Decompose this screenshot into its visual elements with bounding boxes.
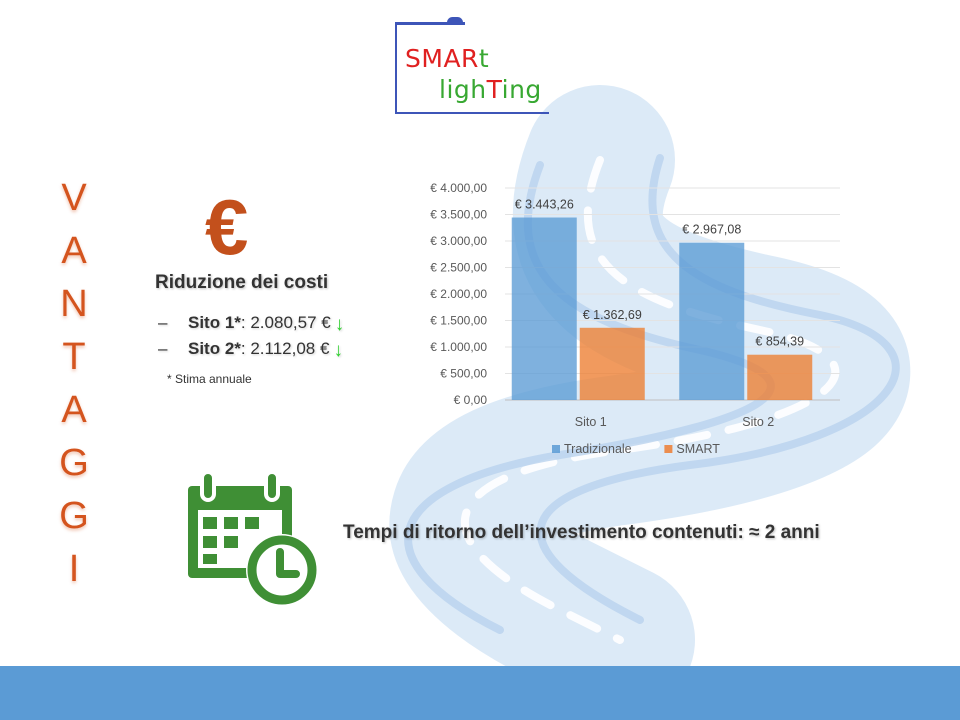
title-letter: V bbox=[61, 177, 87, 219]
down-arrow-icon: ↓ bbox=[334, 314, 345, 335]
vertical-title: V A N T A G G I bbox=[52, 172, 96, 596]
site-1-saving: – Sito 1*: 2.080,57 € ↓ bbox=[158, 313, 344, 336]
logo-text-t: t bbox=[478, 44, 490, 73]
y-tick-label: € 0,00 bbox=[454, 393, 488, 407]
y-tick-label: € 2.500,00 bbox=[430, 261, 487, 275]
cost-comparison-chart: € 0,00 € 500,00 € 1.000,00 € 1.500,00 € 2.00… bbox=[430, 181, 840, 456]
logo-text-T: T bbox=[486, 75, 502, 104]
logo-frame bbox=[395, 24, 549, 114]
y-tick-label: € 2.000,00 bbox=[430, 287, 487, 301]
logo-frame-top bbox=[395, 22, 465, 25]
x-tick-label: Sito 2 bbox=[742, 415, 774, 429]
x-tick-label: Sito 1 bbox=[575, 415, 607, 429]
data-label: € 2.967,08 bbox=[682, 223, 741, 237]
euro-icon: € bbox=[205, 183, 249, 271]
data-label: € 854,39 bbox=[755, 335, 804, 349]
legend-swatch-smart bbox=[664, 445, 673, 453]
logo-text-smar: SMAR bbox=[405, 44, 479, 73]
annual-estimate-note: * Stima annuale bbox=[167, 372, 252, 386]
calendar-clock-icon bbox=[188, 470, 318, 606]
site-label: Sito 2* bbox=[188, 339, 241, 358]
site-2-saving: – Sito 2*: 2.112,08 € ↓ bbox=[158, 339, 343, 362]
title-letter: T bbox=[62, 336, 86, 378]
data-label: € 3.443,26 bbox=[515, 198, 574, 212]
site-label: Sito 1* bbox=[188, 313, 241, 332]
bar-tradizionale-sito-1 bbox=[511, 217, 577, 400]
bar-tradizionale-sito-2 bbox=[679, 242, 745, 400]
y-tick-label: € 3.000,00 bbox=[430, 234, 487, 248]
y-tick-label: € 3.500,00 bbox=[430, 208, 487, 222]
logo-text-ligh: ligh bbox=[439, 75, 487, 104]
smart-lighting-logo: SMARt lighTing bbox=[395, 17, 551, 116]
logo-line-1: SMARt bbox=[405, 44, 489, 73]
legend-swatch-tradizionale bbox=[552, 445, 560, 453]
y-tick-label: € 4.000,00 bbox=[430, 181, 487, 195]
down-arrow-icon: ↓ bbox=[333, 340, 343, 361]
y-tick-label: € 1.000,00 bbox=[430, 340, 487, 354]
bar-smart-sito-2 bbox=[747, 354, 813, 400]
title-letter: G bbox=[59, 442, 89, 484]
legend-label: SMART bbox=[676, 442, 720, 456]
y-tick-label: € 1.500,00 bbox=[430, 314, 487, 328]
title-letter: I bbox=[68, 548, 80, 590]
title-letter: N bbox=[60, 283, 88, 325]
title-letter: A bbox=[61, 389, 87, 431]
data-label: € 1.362,69 bbox=[583, 308, 642, 322]
site-value: : 2.080,57 € bbox=[240, 313, 331, 332]
title-letter: G bbox=[59, 495, 89, 537]
logo-line-2: lighTing bbox=[439, 75, 542, 104]
title-letter: A bbox=[61, 230, 87, 272]
footer-bar bbox=[0, 666, 960, 720]
logo-text-ing: ing bbox=[501, 75, 542, 104]
street-lamp-icon bbox=[447, 17, 463, 24]
cost-reduction-heading: Riduzione dei costi bbox=[155, 272, 329, 293]
payback-statement: Tempi di ritorno dell’investimento conte… bbox=[343, 522, 820, 543]
legend-label: Tradizionale bbox=[564, 442, 632, 456]
site-value: : 2.112,08 € bbox=[240, 339, 330, 358]
y-tick-label: € 500,00 bbox=[440, 367, 487, 381]
bar-smart-sito-1 bbox=[579, 327, 645, 400]
bullet-dash: – bbox=[158, 339, 168, 358]
bullet-dash: – bbox=[158, 313, 168, 332]
